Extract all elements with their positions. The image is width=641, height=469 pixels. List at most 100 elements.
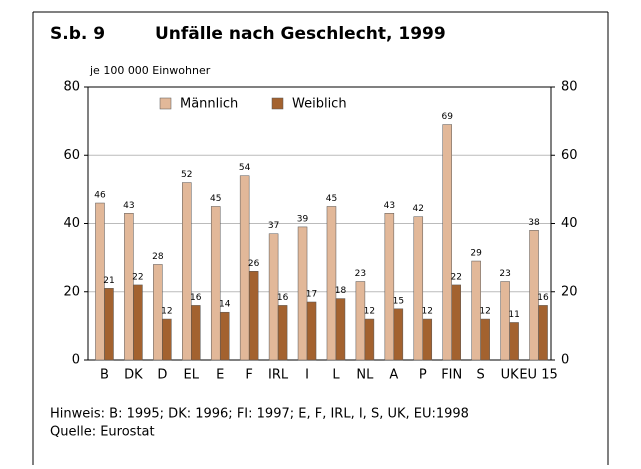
value-label: 28 <box>152 252 164 262</box>
value-label: 16 <box>537 293 549 303</box>
x-tick-label: UK <box>501 368 520 383</box>
y2-tick-label: 0 <box>561 353 569 368</box>
value-label: 12 <box>479 307 490 317</box>
legend-label: Männlich <box>180 97 238 112</box>
value-label: 37 <box>268 221 279 231</box>
bar <box>509 322 519 361</box>
value-label: 52 <box>181 170 192 180</box>
y-tick-label: 60 <box>63 148 80 163</box>
bar <box>413 216 424 361</box>
bar <box>182 182 192 361</box>
bar <box>384 213 395 361</box>
bar <box>442 124 452 361</box>
source: Quelle: Eurostat <box>50 425 155 440</box>
figure-label: S.b. 9 <box>50 24 105 44</box>
bar <box>133 284 143 361</box>
legend-swatch <box>159 97 172 110</box>
bar <box>277 305 288 361</box>
bar <box>95 202 105 361</box>
y-tick-label: 40 <box>63 216 80 231</box>
value-label: 46 <box>94 191 106 201</box>
value-label: 23 <box>499 269 510 279</box>
value-label: 15 <box>393 296 404 306</box>
bar <box>248 271 259 361</box>
plot-frame <box>87 86 552 361</box>
value-label: 22 <box>132 272 143 282</box>
bar <box>162 318 172 361</box>
bar <box>500 281 510 361</box>
bar <box>393 308 404 361</box>
value-label: 42 <box>413 204 424 214</box>
x-tick-label: F <box>245 368 252 383</box>
value-label: 43 <box>123 201 134 211</box>
y2-tick-label: 40 <box>561 216 578 231</box>
value-label: 12 <box>161 307 172 317</box>
y-tick-label: 80 <box>63 80 80 95</box>
value-label: 69 <box>441 112 453 122</box>
legend-label: Weiblich <box>292 97 347 112</box>
bar <box>355 281 366 361</box>
bar <box>219 311 230 361</box>
value-label: 45 <box>326 194 337 204</box>
x-tick-label: NL <box>356 368 374 383</box>
value-label: 43 <box>384 201 395 211</box>
x-tick-label: EL <box>184 368 200 383</box>
y-axis-label: je 100 000 Einwohner <box>89 64 211 77</box>
value-label: 38 <box>528 218 540 228</box>
value-label: 26 <box>248 259 260 269</box>
x-tick-label: P <box>419 368 427 383</box>
bar <box>210 206 221 361</box>
x-tick-label: DK <box>124 368 143 383</box>
y2-tick-label: 20 <box>561 284 578 299</box>
value-label: 21 <box>103 276 114 286</box>
value-label: 16 <box>190 293 202 303</box>
x-tick-label: I <box>305 368 309 383</box>
x-tick-label: B <box>100 368 109 383</box>
bar <box>480 318 490 361</box>
y2-tick-label: 80 <box>561 80 578 95</box>
bar <box>422 318 433 361</box>
value-label: 17 <box>306 289 317 299</box>
x-tick-label: L <box>332 368 340 383</box>
value-label: 12 <box>422 307 433 317</box>
value-label: 29 <box>470 249 482 259</box>
bar <box>471 260 481 361</box>
bar <box>268 233 279 361</box>
x-tick-label: IRL <box>268 368 289 383</box>
value-label: 22 <box>450 272 461 282</box>
value-label: 39 <box>297 214 309 224</box>
x-tick-label: E <box>216 368 224 383</box>
value-label: 16 <box>277 293 289 303</box>
bar <box>191 305 201 361</box>
note: Hinweis: B: 1995; DK: 1996; FI: 1997; E,… <box>50 407 469 422</box>
x-tick-label: S <box>477 368 485 383</box>
chart-title: Unfälle nach Geschlecht, 1999 <box>155 24 446 44</box>
x-tick-label: A <box>389 368 398 383</box>
value-label: 45 <box>210 194 221 204</box>
bar <box>335 298 346 361</box>
legend-swatch <box>271 97 284 110</box>
bar <box>529 230 539 361</box>
bar <box>306 301 317 361</box>
y-tick-label: 20 <box>63 284 80 299</box>
bar <box>104 288 114 361</box>
x-tick-label: FIN <box>441 368 462 383</box>
bar <box>364 318 375 361</box>
bar <box>239 175 250 361</box>
x-tick-label: EU 15 <box>519 368 557 383</box>
value-label: 18 <box>335 286 347 296</box>
bar <box>451 284 461 361</box>
value-label: 11 <box>508 310 519 320</box>
value-label: 14 <box>219 300 231 310</box>
bar <box>297 226 308 361</box>
y2-tick-label: 60 <box>561 148 578 163</box>
value-label: 12 <box>364 307 375 317</box>
x-tick-label: D <box>157 368 167 383</box>
value-label: 54 <box>239 163 251 173</box>
bar <box>153 264 163 361</box>
bar <box>538 305 548 361</box>
bar <box>326 206 337 361</box>
bar <box>124 213 134 361</box>
value-label: 23 <box>355 269 366 279</box>
